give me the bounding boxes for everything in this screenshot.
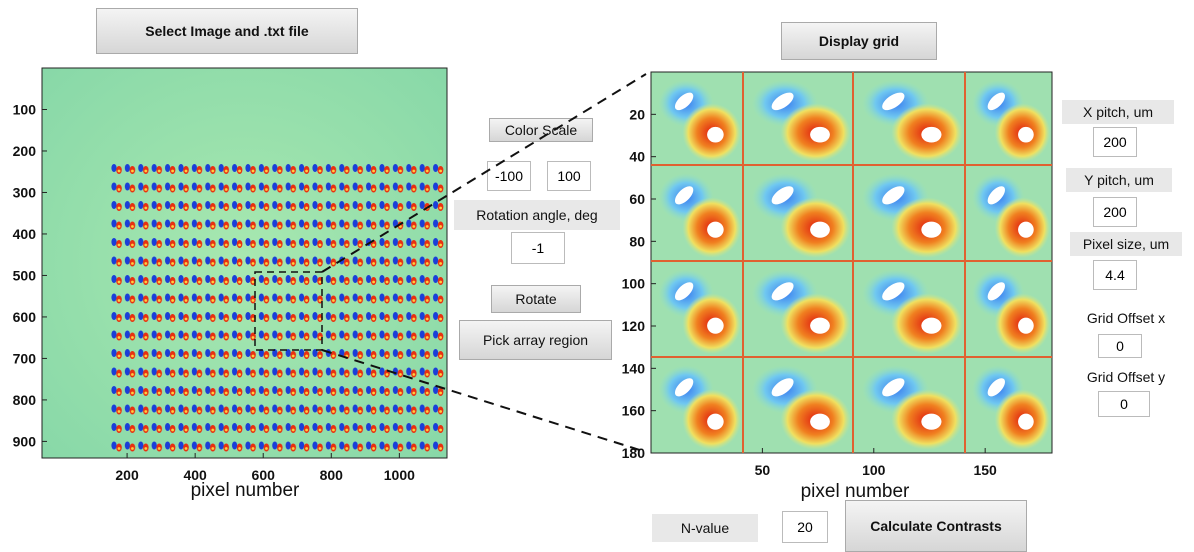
right-image <box>651 72 1052 453</box>
tile <box>743 357 853 453</box>
app: Select Image and .txt file Display grid … <box>0 0 1194 552</box>
offset-x-label: Grid Offset x <box>1070 306 1182 330</box>
x-tick-label: 1000 <box>384 467 415 483</box>
n-value-label: N-value <box>652 514 758 542</box>
y-tick-label: 600 <box>13 309 37 325</box>
tile <box>853 357 965 453</box>
zoom-line <box>322 350 646 452</box>
tile <box>743 72 853 165</box>
offset-y-input[interactable]: 0 <box>1098 391 1150 417</box>
tile <box>965 357 1052 453</box>
x-axis-label: pixel number <box>191 480 300 501</box>
tile <box>853 261 965 357</box>
tile <box>651 72 743 165</box>
x-pitch-label: X pitch, um <box>1062 100 1174 124</box>
y-pitch-input[interactable]: 200 <box>1093 197 1137 227</box>
y-tick-label: 100 <box>622 276 646 292</box>
x-tick-label: 600 <box>252 467 276 483</box>
tile <box>965 165 1052 261</box>
color-min-input[interactable]: -100 <box>487 161 531 191</box>
x-tick-label: 400 <box>183 467 207 483</box>
y-tick-label: 100 <box>13 101 37 117</box>
display-grid-button[interactable]: Display grid <box>781 22 937 60</box>
y-tick-label: 20 <box>629 106 645 122</box>
tile <box>965 261 1052 357</box>
left-image <box>42 68 447 458</box>
pick-region-button[interactable]: Pick array region <box>459 320 612 360</box>
y-tick-label: 40 <box>629 149 645 165</box>
tile <box>965 72 1052 165</box>
y-tick-label: 300 <box>13 184 37 200</box>
array-pattern <box>110 160 445 456</box>
y-tick-label: 700 <box>13 350 37 366</box>
x-tick-label: 150 <box>973 462 997 478</box>
tile <box>651 357 743 453</box>
tile <box>743 165 853 261</box>
y-pitch-label: Y pitch, um <box>1066 168 1172 192</box>
pixel-size-label: Pixel size, um <box>1070 232 1182 256</box>
y-tick-label: 160 <box>622 403 646 419</box>
y-tick-label: 80 <box>629 233 645 249</box>
x-tick-label: 50 <box>755 462 771 478</box>
color-max-input[interactable]: 100 <box>547 161 591 191</box>
plots: pixel number pixel number 20040060080010… <box>0 0 1194 552</box>
x-pitch-input[interactable]: 200 <box>1093 127 1137 157</box>
y-tick-label: 60 <box>629 191 645 207</box>
rotate-button[interactable]: Rotate <box>491 285 581 313</box>
y-tick-label: 120 <box>622 318 646 334</box>
x-tick-label: 200 <box>115 467 139 483</box>
grid-lines <box>651 72 1052 453</box>
offset-y-label: Grid Offset y <box>1070 365 1182 389</box>
tile <box>651 261 743 357</box>
n-value-input[interactable]: 20 <box>782 511 828 543</box>
y-tick-label: 140 <box>622 360 646 376</box>
calculate-button[interactable]: Calculate Contrasts <box>845 500 1027 552</box>
rotation-input[interactable]: -1 <box>511 232 565 264</box>
rotation-label: Rotation angle, deg <box>454 200 620 230</box>
select-button[interactable]: Select Image and .txt file <box>96 8 358 54</box>
x-axis-label: pixel number <box>801 481 910 502</box>
y-tick-label: 180 <box>622 445 646 461</box>
offset-x-input[interactable]: 0 <box>1098 334 1142 358</box>
tile <box>743 261 853 357</box>
zoom-line <box>322 74 646 272</box>
tile <box>651 165 743 261</box>
tile <box>853 165 965 261</box>
x-tick-label: 100 <box>862 462 886 478</box>
selection-box <box>255 272 322 350</box>
x-tick-label: 800 <box>320 467 344 483</box>
y-tick-label: 500 <box>13 267 37 283</box>
y-tick-label: 400 <box>13 226 37 242</box>
color-scale-button[interactable]: Color Scale <box>489 118 593 142</box>
y-tick-label: 800 <box>13 392 37 408</box>
tile <box>853 72 965 165</box>
y-tick-label: 900 <box>13 433 37 449</box>
y-tick-label: 200 <box>13 143 37 159</box>
pixel-size-input[interactable]: 4.4 <box>1093 260 1137 290</box>
